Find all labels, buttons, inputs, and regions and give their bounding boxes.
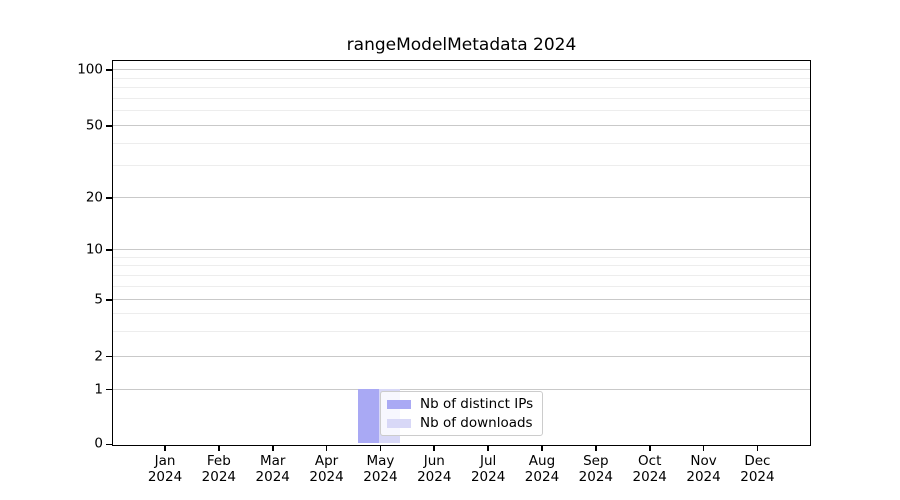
x-tick — [648, 446, 651, 451]
legend-row-downloads: Nb of downloads — [387, 415, 533, 431]
y-tick-label: 1 — [94, 381, 103, 397]
x-tick-label: Dec 2024 — [740, 453, 775, 485]
legend-label-distinct-ips: Nb of distinct IPs — [420, 396, 534, 412]
x-tick-label: Jun 2024 — [417, 453, 452, 485]
x-tick-label: Aug 2024 — [524, 453, 560, 485]
x-tick — [541, 446, 543, 451]
y-tick — [106, 299, 112, 301]
y-gridline-major — [113, 69, 810, 71]
y-gridline-major — [113, 249, 810, 251]
y-gridline-minor — [113, 312, 810, 314]
y-gridline-minor — [113, 110, 810, 112]
y-tick-label: 2 — [94, 348, 103, 364]
y-tick-label: 100 — [77, 61, 103, 78]
y-gridline-minor — [113, 286, 810, 288]
y-tick — [106, 355, 112, 358]
bar-distinct-ips — [358, 388, 380, 444]
legend-label-downloads: Nb of downloads — [420, 415, 533, 431]
y-gridline-major — [113, 125, 810, 127]
x-tick — [271, 446, 274, 451]
x-tick-label: Nov 2024 — [686, 453, 721, 485]
y-tick-label: 5 — [94, 291, 103, 308]
x-tick-label: Apr 2024 — [309, 453, 344, 485]
legend-swatch-downloads — [387, 418, 411, 428]
x-tick-label: Oct 2024 — [632, 453, 667, 485]
y-tick — [106, 249, 112, 251]
y-gridline-minor — [113, 274, 810, 276]
legend-row-distinct-ips: Nb of distinct IPs — [387, 396, 533, 412]
y-tick — [106, 388, 112, 391]
y-tick-label: 20 — [85, 189, 103, 206]
x-tick — [325, 446, 328, 451]
x-tick-label: Jan 2024 — [147, 453, 183, 485]
legend: Nb of distinct IPs Nb of downloads — [380, 391, 544, 436]
y-gridline-minor — [113, 265, 810, 267]
y-gridline-minor — [113, 142, 810, 144]
x-tick-label: Jul 2024 — [470, 453, 506, 485]
y-gridline-minor — [113, 77, 810, 79]
x-tick-label: Mar 2024 — [255, 453, 290, 485]
y-tick-label: 10 — [85, 241, 103, 258]
y-gridline-minor — [113, 98, 810, 100]
x-tick — [702, 446, 705, 451]
x-tick-label: Sep 2024 — [578, 453, 614, 485]
x-tick-label: Feb 2024 — [201, 453, 237, 485]
y-gridline-major — [113, 388, 810, 390]
y-gridline-minor — [113, 87, 810, 89]
legend-swatch-distinct-ips — [387, 399, 411, 409]
y-tick-label: 0 — [94, 435, 103, 452]
x-tick — [487, 446, 489, 451]
y-tick — [106, 69, 112, 71]
y-gridline-minor — [113, 165, 810, 167]
x-tick-label: May 2024 — [363, 453, 398, 485]
y-tick — [106, 443, 112, 446]
y-gridline-major — [113, 299, 810, 301]
y-gridline-major — [113, 197, 810, 199]
y-tick-label: 50 — [85, 117, 103, 134]
y-tick — [106, 125, 112, 127]
plot-area: Nb of distinct IPs Nb of downloads — [112, 60, 811, 446]
chart-title: rangeModelMetadata 2024 — [346, 35, 577, 55]
x-tick — [433, 446, 436, 451]
y-tick — [106, 197, 112, 199]
x-tick — [379, 446, 382, 451]
x-tick — [756, 446, 759, 451]
y-gridline-minor — [113, 256, 810, 258]
x-tick — [595, 446, 597, 451]
y-gridline-minor — [113, 330, 810, 332]
x-tick — [164, 446, 166, 451]
y-gridline-major — [113, 355, 810, 357]
x-tick — [218, 446, 220, 451]
